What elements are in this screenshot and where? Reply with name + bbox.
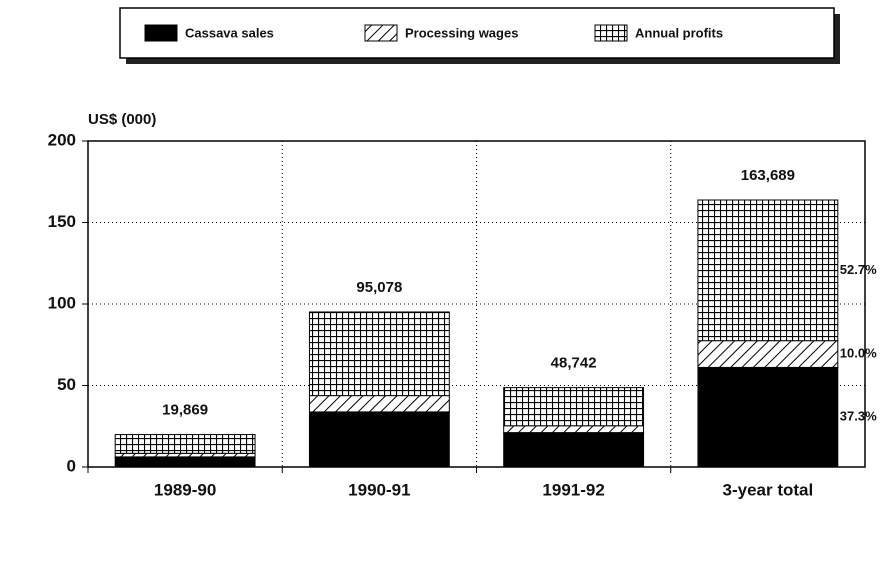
y-tick-label: 150 xyxy=(48,212,76,231)
x-tick-label: 1989-90 xyxy=(154,480,216,499)
bar-segment xyxy=(503,425,645,434)
y-tick-label: 200 xyxy=(48,130,76,149)
legend-text: Cassava sales xyxy=(185,25,274,40)
legend-swatch xyxy=(594,24,628,42)
share-label: 10.0% xyxy=(840,345,877,360)
bar-segment xyxy=(697,366,839,468)
bar-segment xyxy=(114,434,256,454)
bar-segment xyxy=(308,395,450,413)
total-label: 95,078 xyxy=(356,279,402,296)
total-label: 48,742 xyxy=(551,355,597,372)
bar-segment xyxy=(114,452,256,458)
bar-segment xyxy=(308,411,450,468)
x-tick-label: 1991-92 xyxy=(542,480,604,499)
legend-text: Annual profits xyxy=(635,25,723,40)
share-label: 52.7% xyxy=(840,262,877,277)
bar-segment xyxy=(503,432,645,468)
legend-swatch xyxy=(364,24,398,42)
bar-segment xyxy=(503,387,645,427)
legend-swatch xyxy=(144,24,178,42)
legend-box xyxy=(119,7,835,59)
y-axis-label: US$ (000) xyxy=(88,111,156,128)
total-label: 19,869 xyxy=(162,402,208,419)
legend-text: Processing wages xyxy=(405,25,518,40)
bar-segment xyxy=(308,311,450,397)
bar-segment xyxy=(697,199,839,342)
x-tick-label: 1990-91 xyxy=(348,480,410,499)
share-label: 37.3% xyxy=(840,409,877,424)
y-tick-label: 50 xyxy=(57,375,76,394)
total-label: 163,689 xyxy=(741,167,795,184)
bar-segment xyxy=(697,340,839,368)
bar-segment xyxy=(114,456,256,468)
y-tick-label: 100 xyxy=(48,293,76,312)
y-tick-label: 0 xyxy=(67,456,76,475)
x-tick-label: 3-year total xyxy=(723,480,814,499)
